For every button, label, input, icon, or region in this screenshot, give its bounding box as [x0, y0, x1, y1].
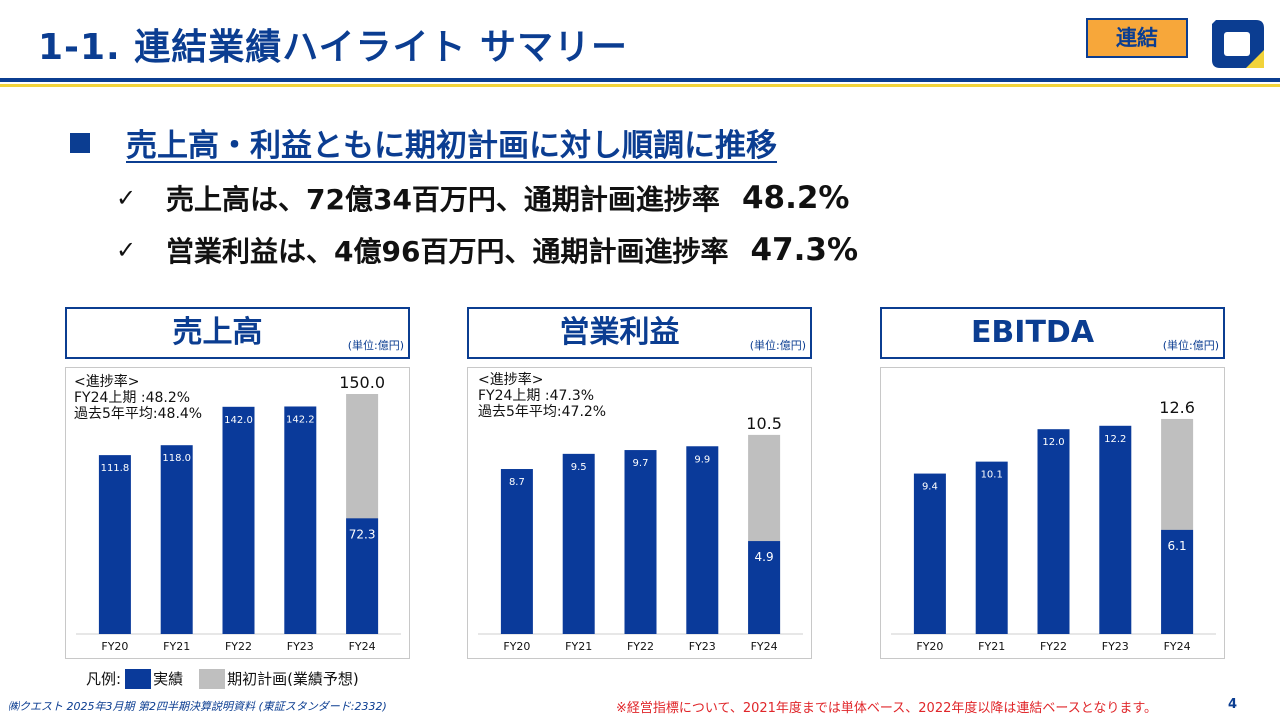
sales-value-label: 72.3 — [349, 527, 376, 541]
sales-category-label: FY22 — [225, 640, 252, 653]
bullet-op-income: ✓ 営業利益は、4億96百万円、通期計画進捗率 47.3% — [116, 230, 858, 270]
op-income-note-line-3: 過去5年平均:47.2% — [478, 404, 607, 420]
sales-chart: 111.8 FY20 118.0 FY21 142.0 FY22 142.2 FY23 150.… — [65, 367, 410, 659]
headline-text: 売上高・利益ともに期初計画に対し順調に推移 — [126, 128, 777, 164]
ebitda-bar-fy24 — [1161, 529, 1194, 634]
ebitda-bar-fy22 — [1037, 429, 1070, 634]
op-income-chart: 8.7 FY20 9.5 FY21 9.7 FY22 9.9 FY23 10.5 4.9 FY24 … — [467, 367, 812, 659]
op-income-plan-label: 10.5 — [746, 414, 782, 433]
check-icon: ✓ — [116, 236, 137, 264]
sales-note-line-3: 過去5年平均:48.4% — [74, 406, 203, 422]
sales-chart-title: 売上高 — [172, 315, 263, 350]
legend-actual-label: 実績 — [153, 670, 184, 688]
op-income-bar-fy21 — [562, 453, 595, 634]
ebitda-value-label: 12.2 — [1104, 434, 1126, 445]
bullet-sales: ✓ 売上高は、72億34百万円、通期計画進捗率 48.2% — [116, 178, 849, 218]
op-income-bar-fy23 — [686, 446, 719, 634]
sales-progress-note: <進捗率> FY24上期 :48.2% 過去5年平均:48.4% — [74, 374, 202, 422]
ebitda-chart: 9.4 FY20 10.1 FY21 12.0 FY22 12.2 FY23 12.6 6.1 FY… — [880, 367, 1225, 659]
op-income-category-label: FY21 — [565, 640, 592, 653]
footer-source: ㈱クエスト 2025年3月期 第2四半期決算説明資料 (東証スタンダード:233… — [8, 700, 387, 713]
bullet-sales-text: 売上高は、72億34百万円、通期計画進捗率 — [166, 183, 720, 216]
ebitda-category-label: FY22 — [1040, 640, 1067, 653]
legend-plan-label: 期初計画(業績予想) — [227, 670, 359, 688]
op-income-note-line-2: FY24上期 :47.3% — [478, 388, 595, 404]
ebitda-value-label: 12.0 — [1042, 437, 1064, 448]
ebitda-value-label: 9.4 — [922, 482, 938, 493]
legend-actual-swatch — [125, 668, 152, 689]
bullet-op-income-pct: 47.3% — [750, 232, 858, 268]
ebitda-bar-fy20 — [913, 473, 946, 634]
ebitda-chart-title: EBITDA — [970, 315, 1095, 350]
ebitda-value-label: 10.1 — [981, 470, 1003, 481]
ebitda-panel-title: EBITDA (単位:億円) — [880, 307, 1225, 359]
sales-category-label: FY24 — [349, 640, 376, 653]
footer-note: ※経営指標について、2021年度までは単体ベース、2022年度以降は連結ベースと… — [616, 701, 1158, 716]
page-number: 4 — [1228, 697, 1238, 712]
op-income-value-label: 8.7 — [509, 477, 525, 488]
ebitda-plan-label: 12.6 — [1159, 398, 1195, 417]
legend-label: 凡例: — [86, 670, 122, 688]
ebitda-bar-fy21 — [975, 461, 1008, 634]
sales-unit-label: (単位:億円) — [347, 339, 404, 352]
op-income-bar-fy22 — [624, 450, 657, 634]
op-income-category-label: FY22 — [627, 640, 654, 653]
sales-value-label: 118.0 — [162, 453, 191, 464]
ebitda-category-label: FY20 — [916, 640, 943, 653]
sales-bar-fy23 — [284, 406, 317, 634]
check-icon: ✓ — [116, 184, 137, 212]
header-rule-blue — [0, 78, 1280, 82]
sales-plan-label: 150.0 — [339, 373, 385, 392]
slide-title: 1-1. 連結業績ハイライト サマリー — [38, 27, 629, 68]
op-income-unit-label: (単位:億円) — [749, 339, 806, 352]
op-income-panel-title: 営業利益 (単位:億円) — [467, 307, 812, 359]
op-income-bar-fy24 — [748, 541, 781, 634]
op-income-category-label: FY23 — [689, 640, 716, 653]
legend: 凡例: 実績 期初計画(業績予想) — [86, 668, 359, 689]
sales-bar-fy20 — [98, 455, 131, 634]
legend-plan-swatch — [199, 668, 226, 689]
sales-note-line-1: <進捗率> — [74, 374, 140, 390]
sales-bar-fy21 — [160, 445, 193, 634]
ebitda-bar-fy23 — [1099, 425, 1132, 634]
sales-category-label: FY21 — [163, 640, 190, 653]
ebitda-chart-svg: 9.4 FY20 10.1 FY21 12.0 FY22 12.2 FY23 12.6 6.1 FY… — [891, 398, 1216, 653]
ebitda-value-label: 6.1 — [1168, 539, 1187, 553]
sales-value-label: 111.8 — [101, 463, 130, 474]
op-income-progress-note: <進捗率> FY24上期 :47.3% 過去5年平均:47.2% — [478, 372, 606, 420]
sales-panel-title: 売上高 (単位:億円) — [65, 307, 410, 359]
op-income-value-label: 4.9 — [755, 550, 774, 564]
ebitda-unit-label: (単位:億円) — [1162, 339, 1219, 352]
sales-category-label: FY23 — [287, 640, 314, 653]
ebitda-category-label: FY23 — [1102, 640, 1129, 653]
op-income-chart-svg: 8.7 FY20 9.5 FY21 9.7 FY22 9.9 FY23 10.5 4.9 FY24 — [478, 414, 803, 653]
ebitda-category-label: FY21 — [978, 640, 1005, 653]
sales-chart-svg: 111.8 FY20 118.0 FY21 142.0 FY22 142.2 FY23 150.… — [76, 373, 401, 653]
op-income-category-label: FY20 — [503, 640, 530, 653]
op-income-value-label: 9.5 — [571, 462, 587, 473]
sales-note-line-2: FY24上期 :48.2% — [74, 390, 191, 406]
sales-bar-fy24 — [346, 518, 379, 634]
sales-bar-fy22 — [222, 406, 255, 634]
sales-category-label: FY20 — [101, 640, 128, 653]
op-income-chart-title: 営業利益 — [559, 315, 680, 350]
sales-value-label: 142.2 — [286, 414, 315, 425]
op-income-note-line-1: <進捗率> — [478, 372, 544, 388]
bullet-sales-pct: 48.2% — [741, 180, 850, 216]
headline: 売上高・利益ともに期初計画に対し順調に推移 — [70, 120, 777, 165]
consolidated-tag: 連結 — [1086, 18, 1188, 58]
ebitda-category-label: FY24 — [1164, 640, 1191, 653]
op-income-value-label: 9.9 — [694, 454, 710, 465]
bullet-op-income-text: 営業利益は、4億96百万円、通期計画進捗率 — [166, 235, 729, 268]
company-logo-icon — [1212, 20, 1264, 68]
op-income-bar-fy20 — [500, 469, 533, 634]
header-rule-yellow — [0, 84, 1280, 87]
op-income-value-label: 9.7 — [633, 458, 649, 469]
sales-value-label: 142.0 — [224, 415, 253, 426]
square-bullet-icon — [70, 132, 90, 153]
op-income-category-label: FY24 — [751, 640, 778, 653]
